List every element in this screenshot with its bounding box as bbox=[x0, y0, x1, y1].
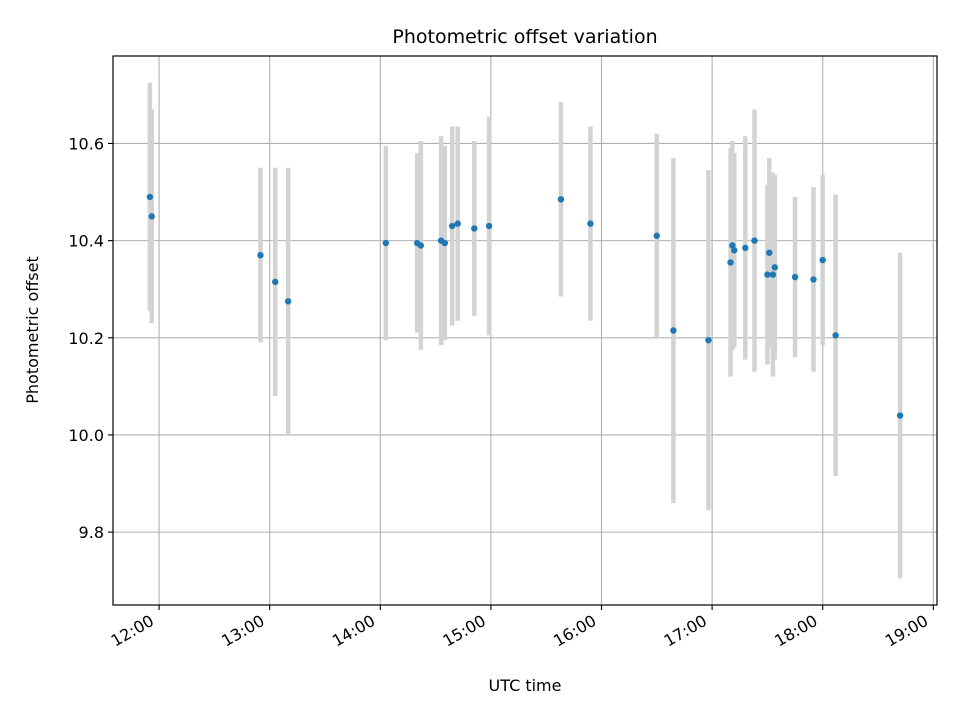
data-point bbox=[731, 247, 738, 254]
data-point bbox=[441, 239, 449, 247]
data-point bbox=[485, 222, 493, 230]
y-tick-label: 10.6 bbox=[68, 134, 104, 153]
y-tick-label: 10.4 bbox=[68, 232, 104, 251]
chart-title: Photometric offset variation bbox=[392, 26, 657, 48]
data-point bbox=[810, 276, 817, 283]
data-point bbox=[771, 264, 778, 271]
data-point bbox=[766, 249, 773, 256]
data-point bbox=[653, 232, 661, 239]
data-point bbox=[272, 278, 279, 286]
x-axis-label: UTC time bbox=[489, 676, 562, 695]
data-point bbox=[769, 271, 777, 278]
data-points bbox=[146, 193, 904, 419]
data-point bbox=[448, 222, 456, 230]
data-point bbox=[742, 244, 749, 252]
data-point bbox=[587, 220, 594, 227]
data-point bbox=[705, 337, 712, 344]
y-tick-label: 10.0 bbox=[68, 426, 104, 445]
data-point bbox=[791, 273, 799, 281]
data-point bbox=[729, 242, 736, 249]
y-tick-label: 9.8 bbox=[79, 523, 104, 542]
data-point bbox=[257, 251, 264, 259]
y-tick-label: 10.2 bbox=[68, 329, 104, 348]
data-point bbox=[148, 213, 155, 220]
data-point bbox=[417, 242, 425, 249]
data-point bbox=[146, 193, 154, 201]
grid-lines bbox=[113, 56, 937, 605]
data-point bbox=[819, 256, 826, 264]
data-point bbox=[454, 220, 461, 227]
data-point bbox=[896, 412, 904, 419]
data-point bbox=[557, 196, 565, 203]
data-point bbox=[471, 225, 478, 232]
axes-frame bbox=[112, 55, 938, 606]
data-point bbox=[284, 298, 292, 305]
data-point bbox=[764, 271, 771, 278]
data-point bbox=[751, 237, 758, 244]
y-axis-ticks: 9.8 10.0 10.2 10.4 10.6 bbox=[68, 134, 113, 542]
y-axis-label: Photometric offset bbox=[23, 256, 42, 404]
data-point bbox=[382, 239, 390, 247]
data-point bbox=[832, 332, 839, 339]
data-point bbox=[670, 327, 677, 334]
data-point bbox=[727, 259, 734, 266]
